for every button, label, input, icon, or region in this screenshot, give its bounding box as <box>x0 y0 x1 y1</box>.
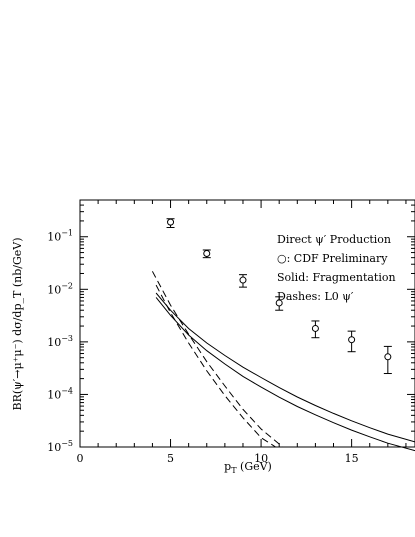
data-marker <box>275 299 283 307</box>
lo-psi-prime-curve <box>151 271 284 448</box>
data-point <box>275 296 284 311</box>
fragmentation-curve <box>155 297 415 452</box>
data-marker <box>203 249 211 257</box>
x-tick-label: 5 <box>167 452 174 465</box>
y-tick-label: 10−5 <box>47 439 73 454</box>
data-marker <box>167 218 175 226</box>
data-point <box>238 274 247 288</box>
plot-frame <box>79 199 415 448</box>
x-tick-label: 15 <box>345 452 359 465</box>
data-marker <box>311 324 319 332</box>
x-axis-label: pT (GeV) <box>224 460 272 475</box>
y-tick-label: 10−3 <box>47 334 73 349</box>
y-axis-label: BR(ψ′→μ⁺μ⁻) dσ/dp_T (nb/GeV) <box>11 237 24 410</box>
x-tick-label: 0 <box>77 452 84 465</box>
legend-item-4: Dashes: L0 ψ′ <box>277 290 354 303</box>
data-marker <box>384 353 392 361</box>
y-tick-label: 10−1 <box>47 229 73 244</box>
legend-item-3: Solid: Fragmentation <box>277 271 396 284</box>
data-point <box>383 345 392 375</box>
legend-item-1: Direct ψ′ Production <box>277 233 391 246</box>
data-marker <box>348 336 356 344</box>
y-tick-labels: 10−5 10−4 10−3 10−2 10−1 <box>47 229 73 454</box>
data-points <box>166 218 392 375</box>
x-tick-label: 10 <box>254 452 268 465</box>
legend: Direct ψ′ Production ○: CDF Preliminary … <box>277 233 396 303</box>
curves <box>151 271 415 452</box>
data-point <box>347 330 356 353</box>
data-point <box>166 218 175 228</box>
fragmentation-curve <box>155 292 415 443</box>
legend-item-2: ○: CDF Preliminary <box>277 252 388 265</box>
data-point <box>202 249 211 259</box>
axis-ticks <box>79 199 415 448</box>
x-tick-labels: 0 5 10 15 <box>77 452 359 465</box>
data-marker <box>239 276 247 284</box>
lo-psi-prime-curve <box>155 284 276 448</box>
y-tick-label: 10−4 <box>47 386 73 401</box>
data-point <box>311 320 320 339</box>
y-tick-label: 10−2 <box>47 281 73 296</box>
